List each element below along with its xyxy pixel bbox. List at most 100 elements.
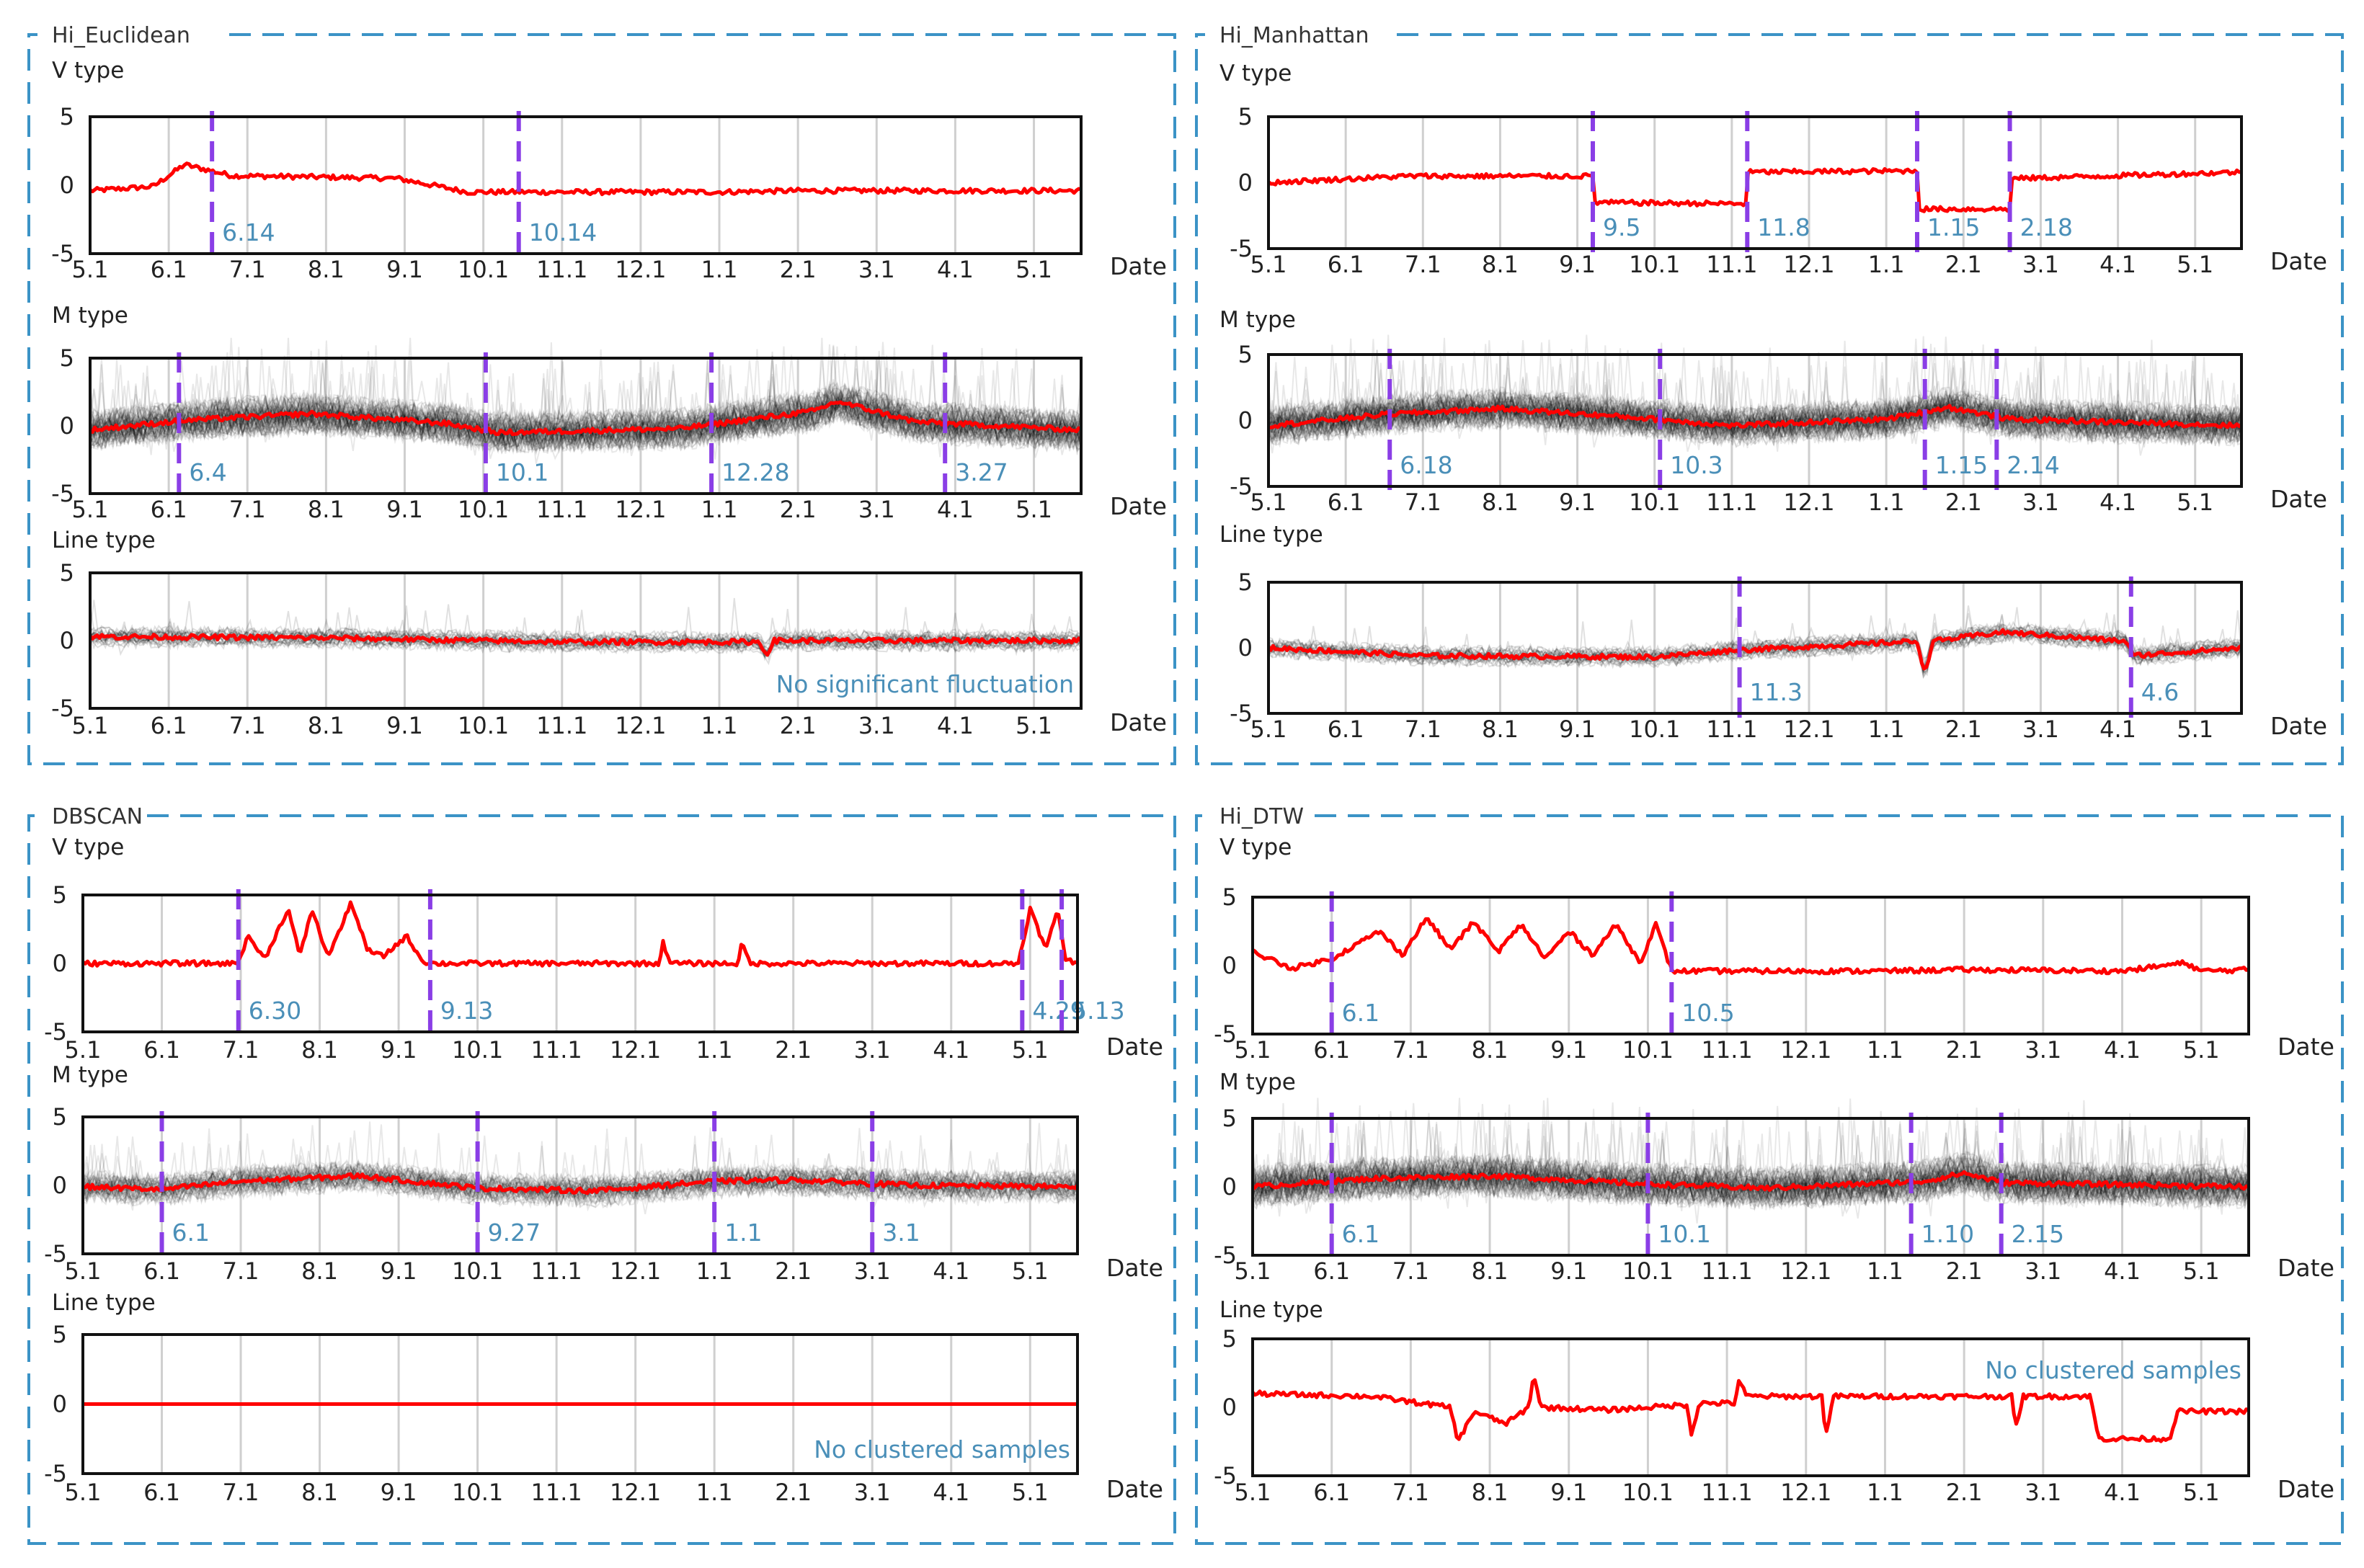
subplot-title: M type: [1219, 307, 1296, 333]
x-axis-label: Date: [1106, 1254, 1163, 1282]
sample-series-line: [1268, 339, 2242, 445]
changepoint-label: 10.5: [1681, 999, 1734, 1027]
sample-series-line: [1252, 1105, 2249, 1204]
sample-series-line: [82, 1144, 1078, 1203]
y-tick-label: 5: [60, 103, 74, 130]
y-tick-label: -5: [1214, 1020, 1237, 1048]
plot-frame: [1267, 115, 2243, 250]
x-tick-label: 11.1: [531, 1257, 582, 1285]
sample-series-line: [1252, 1121, 2249, 1203]
plot-frame: [1251, 1117, 2250, 1257]
sample-series-line: [1252, 1154, 2249, 1206]
mean-series-line: [1251, 1170, 2249, 1192]
changepoint-label: 1.15: [1927, 213, 1980, 241]
x-tick-label: 2.1: [775, 1036, 812, 1064]
x-tick-label: 11.1: [531, 1479, 582, 1506]
x-tick-label: 7.1: [1405, 251, 1441, 278]
x-tick-label: 7.1: [223, 1036, 259, 1064]
sample-series-line: [1268, 369, 2242, 437]
sample-series-line: [89, 399, 1082, 450]
x-axis-label: Date: [2278, 1033, 2334, 1061]
y-tick-label: -5: [1230, 473, 1253, 500]
sample-series-line: [89, 370, 1082, 455]
sample-series-line: [1252, 1124, 2249, 1211]
y-tick-label: 0: [1222, 1394, 1237, 1421]
sample-series-line: [1268, 365, 2242, 445]
x-tick-label: 5.1: [1235, 1036, 1271, 1064]
sample-series-line: [1252, 1118, 2249, 1195]
sample-series-line: [1252, 1162, 2249, 1208]
x-tick-label: 4.1: [937, 256, 974, 283]
x-tick-label: 9.1: [386, 496, 423, 523]
subplot-title: M type: [52, 303, 128, 329]
x-tick-label: 6.1: [151, 712, 187, 739]
sample-series-line: [1268, 367, 2242, 445]
x-tick-label: 9.1: [1559, 489, 1596, 516]
changepoint-label: 10.1: [1658, 1220, 1710, 1248]
x-tick-label: 1.1: [701, 496, 738, 523]
y-tick-label: -5: [51, 695, 74, 722]
sample-series-line: [1253, 1133, 2249, 1196]
sample-series-line: [82, 1143, 1078, 1215]
sample-series-line: [1252, 1118, 2249, 1207]
x-tick-label: 11.1: [536, 496, 587, 523]
x-tick-label: 5.1: [2177, 251, 2213, 278]
x-tick-label: 5.1: [2183, 1036, 2220, 1064]
sample-series-line: [89, 345, 1082, 450]
x-tick-label: 7.1: [223, 1257, 259, 1285]
x-tick-label: 5.1: [1016, 712, 1052, 739]
y-tick-label: 5: [1238, 569, 1253, 596]
sample-series-line: [1268, 338, 2242, 442]
x-tick-label: 9.1: [1559, 251, 1596, 278]
y-tick-label: 0: [53, 1172, 67, 1199]
sample-series-line: [1252, 1133, 2249, 1200]
x-tick-label: 10.1: [1622, 1257, 1674, 1285]
y-tick-label: 0: [1222, 952, 1237, 979]
x-axis-label: Date: [1110, 708, 1167, 736]
x-tick-label: 7.1: [229, 712, 266, 739]
y-tick-label: 0: [1238, 169, 1253, 197]
x-tick-label: 3.1: [854, 1479, 891, 1506]
x-tick-label: 9.1: [381, 1479, 417, 1506]
sample-series-line: [89, 356, 1082, 455]
x-tick-label: 1.1: [696, 1257, 733, 1285]
y-tick-label: -5: [1230, 235, 1253, 262]
sample-series-line: [1268, 621, 2242, 680]
x-tick-label: 12.1: [1783, 251, 1834, 278]
changepoint-label: 6.14: [222, 218, 275, 246]
sample-series-line: [89, 337, 1082, 464]
x-tick-label: 12.1: [610, 1036, 661, 1064]
mean-series-line: [1268, 404, 2243, 429]
x-tick-label: 5.1: [65, 1036, 102, 1064]
y-tick-label: -5: [44, 1460, 67, 1487]
sample-series-line: [89, 345, 1082, 458]
sample-series-line: [1252, 1100, 2249, 1200]
x-tick-label: 10.1: [1622, 1479, 1674, 1506]
x-tick-label: 12.1: [610, 1257, 661, 1285]
x-tick-label: 9.1: [386, 712, 423, 739]
x-tick-label: 3.1: [854, 1036, 891, 1064]
changepoint-label: 3.1: [882, 1219, 920, 1247]
x-tick-label: 8.1: [301, 1479, 338, 1506]
changepoint-label: 6.18: [1400, 451, 1452, 479]
sample-series-line: [1252, 1117, 2249, 1204]
sample-series-line: [89, 365, 1082, 453]
sample-series-line: [89, 601, 1082, 651]
y-tick-label: 5: [60, 344, 74, 372]
y-tick-label: -5: [44, 1018, 67, 1046]
x-tick-label: 9.1: [1559, 716, 1596, 743]
panel-frame: [27, 814, 1176, 1545]
y-tick-label: -5: [44, 1240, 67, 1268]
subplot-title: M type: [52, 1062, 128, 1088]
mean-series-line: [1251, 917, 2249, 976]
sample-series-line: [1268, 362, 2242, 445]
x-tick-label: 7.1: [229, 256, 266, 283]
y-tick-label: -5: [51, 240, 74, 267]
sample-series-line: [89, 340, 1082, 455]
sample-series-line: [1268, 348, 2242, 442]
x-tick-label: 1.1: [1867, 1257, 1903, 1285]
sample-series-line: [89, 380, 1082, 456]
changepoint-label: 6.30: [249, 997, 301, 1025]
sample-series-line: [82, 1135, 1078, 1200]
